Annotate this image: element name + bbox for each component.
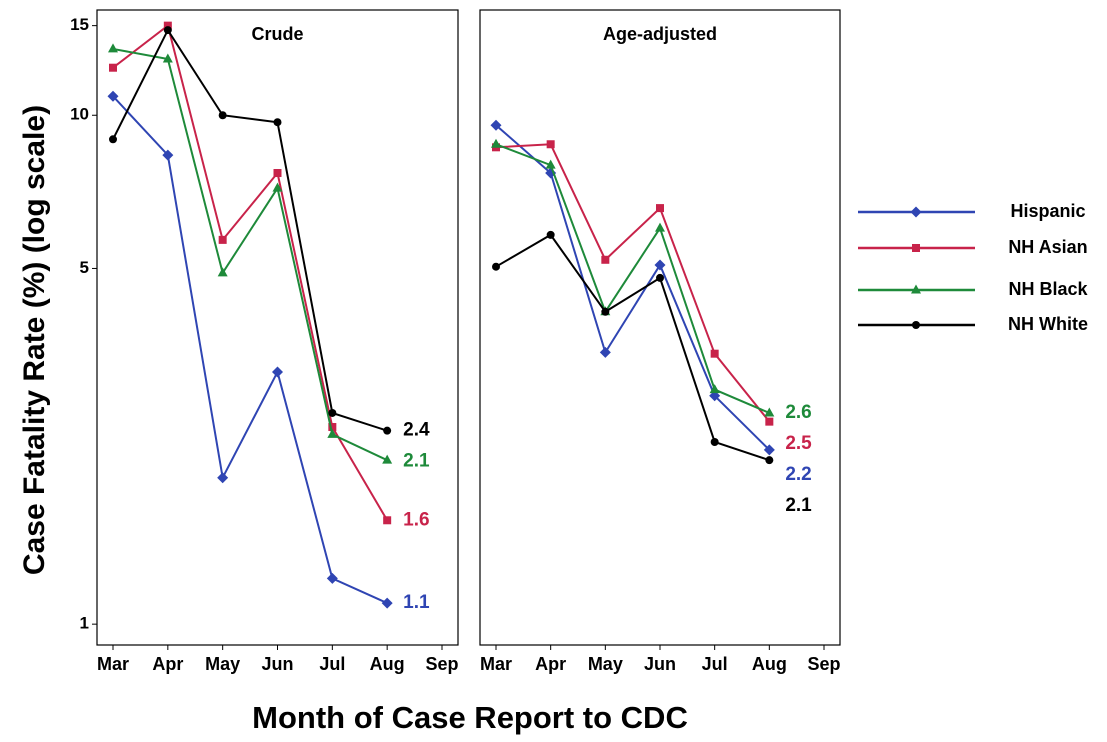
marker [656, 273, 664, 282]
x-tick-label: Jul [319, 654, 345, 674]
marker [328, 408, 337, 417]
marker [546, 230, 555, 239]
marker [273, 169, 282, 178]
x-tick-label: Mar [480, 654, 512, 674]
series-line [495, 143, 770, 414]
marker [162, 53, 173, 63]
x-tick-label: Aug [370, 654, 405, 674]
marker [492, 262, 500, 271]
y-tick-label: 1 [80, 614, 89, 633]
marker [383, 516, 392, 525]
marker [765, 456, 774, 465]
marker [763, 444, 775, 456]
panel-title: Age-adjusted [603, 24, 717, 44]
y-axis-label: Case Fatality Rate (%) (log scale) [18, 105, 51, 575]
marker [109, 135, 117, 144]
marker [162, 149, 174, 161]
marker [382, 454, 393, 464]
marker [108, 43, 118, 53]
panel-title: Crude [251, 24, 303, 44]
marker [272, 182, 283, 192]
series-line [495, 124, 771, 451]
marker [911, 284, 921, 294]
y-tick-label: 10 [70, 105, 89, 124]
marker [491, 138, 501, 148]
marker [654, 259, 666, 271]
marker [217, 267, 228, 277]
legend-label: NH Black [1008, 279, 1088, 299]
marker [163, 26, 172, 35]
data-label: 2.2 [785, 464, 811, 485]
x-tick-label: Jun [261, 654, 293, 674]
marker [599, 346, 611, 358]
legend-label: NH White [1008, 314, 1088, 334]
plot-frame [96, 9, 459, 646]
marker [218, 235, 227, 244]
marker [764, 407, 775, 417]
series-line [112, 95, 388, 605]
data-label: 2.5 [785, 433, 812, 454]
marker [273, 118, 282, 127]
x-tick-label: Jul [702, 654, 728, 674]
marker [383, 426, 392, 435]
data-label: 2.1 [785, 495, 812, 516]
marker [601, 255, 610, 264]
marker [709, 384, 720, 394]
marker [601, 307, 610, 316]
marker [272, 366, 283, 378]
data-label: 2.4 [403, 420, 430, 441]
marker [107, 90, 119, 102]
series-line [112, 28, 388, 432]
marker [546, 140, 555, 149]
x-tick-label: Aug [752, 654, 787, 674]
x-tick-label: Sep [807, 654, 840, 674]
x-axis-label: Month of Case Report to CDC [252, 700, 688, 735]
marker [381, 597, 393, 609]
data-label: 2.6 [785, 402, 811, 423]
marker [109, 63, 117, 72]
series-line [495, 143, 771, 423]
marker [765, 417, 774, 426]
marker [327, 428, 338, 438]
x-tick-label: Mar [97, 654, 129, 674]
marker [912, 244, 920, 252]
marker [218, 111, 227, 120]
data-label: 1.1 [403, 592, 430, 613]
plot-frame [479, 9, 841, 646]
marker [545, 159, 556, 169]
marker [655, 222, 665, 232]
x-tick-label: Apr [535, 654, 566, 674]
series-line [112, 23, 389, 521]
marker [328, 423, 337, 432]
legend-label: NH Asian [1008, 237, 1087, 257]
marker [326, 572, 338, 584]
marker [217, 472, 229, 484]
series-line [112, 47, 388, 462]
marker [710, 349, 719, 358]
marker [656, 204, 664, 213]
x-tick-label: Jun [644, 654, 676, 674]
data-label: 1.6 [403, 509, 429, 530]
series-line [495, 233, 770, 462]
marker [910, 206, 922, 218]
marker [490, 119, 502, 131]
x-tick-label: May [205, 654, 240, 674]
data-label: 2.1 [403, 451, 430, 472]
x-tick-label: Apr [152, 654, 183, 674]
y-tick-label: 15 [70, 15, 89, 34]
x-tick-label: May [588, 654, 623, 674]
y-tick-label: 5 [80, 258, 89, 277]
marker [163, 21, 172, 30]
legend-label: Hispanic [1010, 201, 1085, 221]
marker [912, 321, 920, 329]
x-tick-label: Sep [425, 654, 458, 674]
marker [710, 438, 719, 447]
